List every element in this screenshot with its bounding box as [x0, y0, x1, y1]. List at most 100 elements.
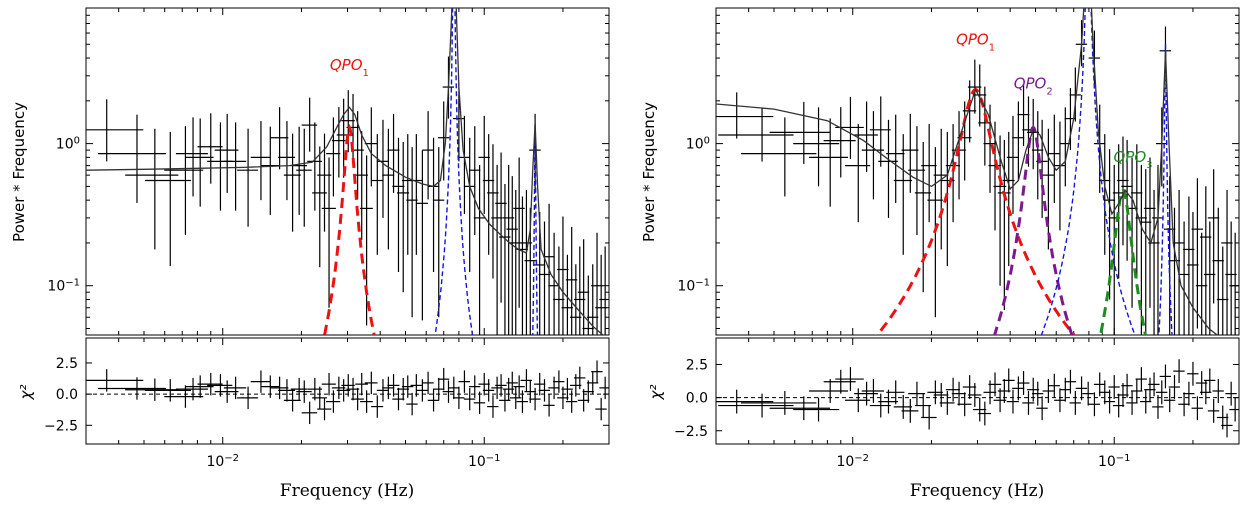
data-point	[427, 137, 440, 272]
residual-point	[741, 391, 817, 415]
residual-point	[1229, 397, 1239, 422]
residual-point	[538, 379, 551, 402]
residual-point	[495, 374, 507, 397]
data-point	[250, 121, 271, 201]
right-residual-plot-area	[716, 359, 1239, 438]
residual-point	[207, 374, 233, 397]
data-point	[1229, 232, 1239, 335]
data-point	[1017, 84, 1030, 147]
right-x-tick-label-1e-1: 10−1	[1098, 453, 1131, 471]
data-point	[869, 96, 891, 167]
data-point	[557, 216, 569, 335]
data-point	[1103, 149, 1116, 300]
residual-point	[1069, 391, 1081, 415]
data-point	[908, 126, 926, 235]
data-point	[809, 118, 849, 207]
residual-point	[978, 401, 992, 426]
left-residual-plot-area	[86, 360, 609, 425]
residual-point	[1212, 379, 1224, 403]
harmonic2-component-line	[1158, 44, 1173, 335]
left-panel: 100 10−1 2.5 0.0 −2.5 10−2 10−1 Power * …	[10, 7, 610, 501]
residual-point	[557, 386, 569, 410]
residual-point	[223, 376, 247, 400]
right-model-components	[875, 8, 1173, 335]
left-residual-points	[86, 360, 609, 425]
residual-point	[125, 378, 179, 401]
residual-point	[533, 372, 546, 396]
data-point	[972, 64, 987, 127]
residual-point	[283, 389, 301, 412]
right-residual-tick-label-0: 0.0	[686, 391, 708, 407]
data-point	[1121, 140, 1133, 261]
residual-point	[1036, 396, 1048, 421]
data-point	[326, 117, 341, 197]
data-point	[1012, 101, 1025, 181]
residual-point	[270, 376, 289, 400]
left-data-points	[86, 56, 609, 335]
data-point	[478, 115, 490, 214]
right-y-axis-label: Power * Frequency	[640, 102, 658, 242]
residual-point	[586, 371, 599, 395]
right-qpo2-label: QPO2	[1014, 74, 1053, 97]
right-y-tick-label-1e-1: 10−1	[677, 277, 710, 295]
residual-point	[1130, 379, 1143, 403]
residual-point	[197, 372, 223, 396]
data-point	[716, 92, 774, 139]
residual-point	[1098, 380, 1111, 405]
residual-point	[529, 387, 541, 411]
residual-point	[392, 387, 405, 411]
residual-point	[599, 376, 609, 400]
data-point	[98, 114, 166, 203]
data-point	[741, 117, 817, 197]
residual-point	[382, 376, 395, 400]
residual-point	[921, 405, 937, 430]
residual-point	[1152, 394, 1164, 419]
data-point	[845, 124, 871, 223]
residual-point	[1191, 396, 1203, 421]
data-point	[1191, 178, 1203, 329]
right-qpo3-label: QPO3	[1114, 148, 1153, 171]
data-point	[376, 119, 389, 218]
right-panel: 100 10−1 2.5 0.0 −2.5 10−2 10−1 Power * …	[640, 7, 1240, 501]
residual-point	[376, 379, 389, 402]
residual-point	[442, 380, 455, 403]
residual-point	[458, 370, 470, 393]
residual-point	[1002, 368, 1015, 393]
residual-point	[861, 379, 885, 403]
residual-point	[543, 394, 555, 417]
data-point	[164, 126, 204, 235]
residual-point	[561, 377, 573, 401]
residual-point	[988, 372, 1002, 397]
residual-point	[573, 366, 586, 390]
residual-point	[144, 379, 191, 402]
left-x-tick-label-1e-1: 10−1	[468, 453, 501, 471]
residual-point	[886, 380, 905, 405]
residual-point	[835, 367, 864, 391]
data-point	[185, 118, 214, 207]
residual-point	[487, 395, 499, 418]
data-point	[582, 275, 594, 335]
residual-point	[769, 396, 831, 421]
data-point	[1069, 67, 1081, 122]
right-x-axis-label: Frequency (Hz)	[910, 481, 1044, 501]
data-point	[86, 99, 144, 162]
residual-point	[296, 380, 312, 403]
residual-point	[972, 397, 987, 422]
right-residual-tick-label-2p5: 2.5	[686, 358, 708, 374]
data-point	[468, 126, 481, 235]
residual-point	[437, 367, 450, 391]
residual-point	[951, 381, 966, 406]
data-point	[1042, 128, 1054, 250]
data-point	[901, 113, 919, 193]
residual-point	[427, 389, 440, 412]
data-point	[1207, 169, 1220, 304]
right-y-tick-label-1e0: 100	[686, 135, 710, 153]
residual-point	[321, 372, 336, 396]
residual-point	[260, 375, 280, 398]
data-point	[270, 107, 289, 170]
data-point	[283, 133, 301, 232]
residual-point	[1163, 388, 1176, 413]
residual-point	[939, 391, 955, 415]
data-point	[321, 157, 336, 308]
